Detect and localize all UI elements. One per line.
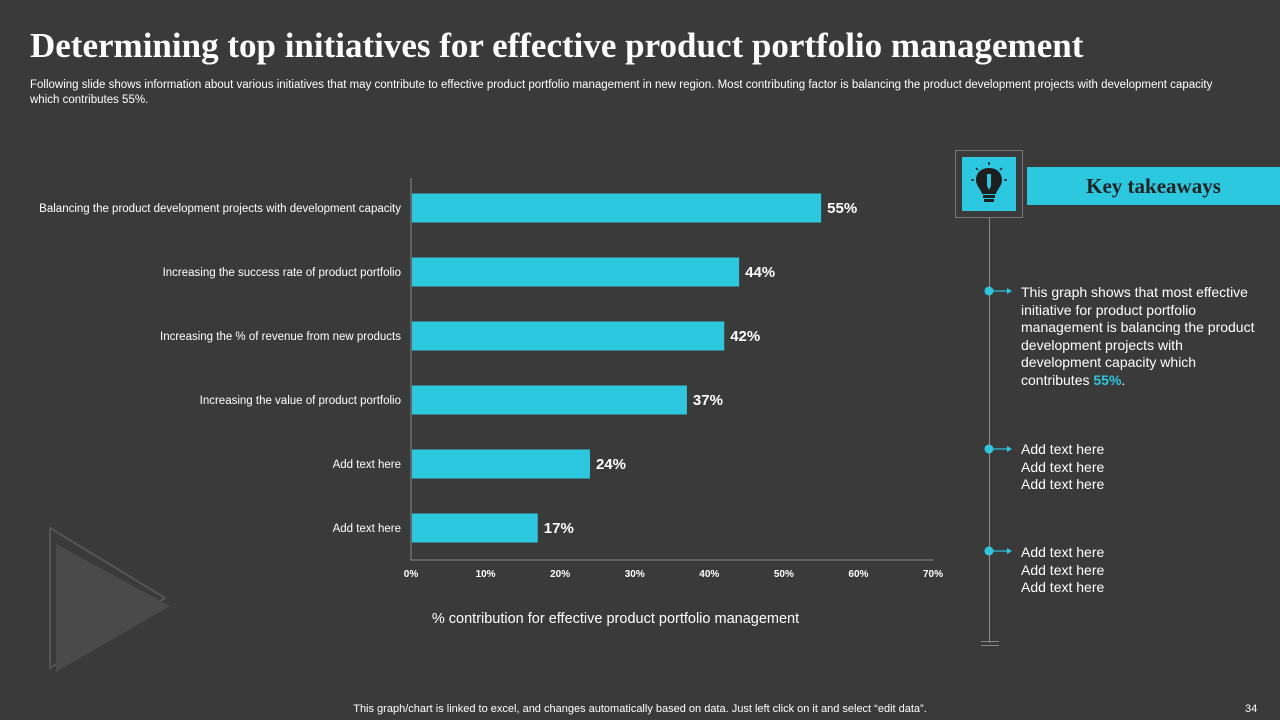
timeline-line [989, 218, 990, 643]
x-tick-label: 40% [699, 569, 719, 580]
takeaway-text-2: Add text here Add text here Add text her… [1021, 441, 1256, 494]
footer-note: This graph/chart is linked to excel, and… [353, 703, 927, 715]
x-tick-label: 60% [848, 569, 868, 580]
data-label: 42% [730, 328, 760, 345]
bar [412, 257, 740, 287]
takeaway-highlight-value: 55% [1093, 371, 1122, 388]
takeaway-line: Add text here [1021, 579, 1105, 595]
x-tick-label: 0% [404, 569, 419, 580]
takeaway-line: Add text here [1021, 441, 1105, 457]
data-label: 17% [544, 520, 574, 537]
bar-chart: Balancing the product development projec… [39, 178, 943, 627]
bar [412, 449, 590, 479]
bar [412, 193, 822, 223]
bullet-arrow-icon [984, 546, 1012, 556]
bar [412, 513, 538, 543]
takeaway-text-1: This graph shows that most effective ini… [1021, 284, 1256, 389]
bar [412, 385, 687, 415]
category-label: Add text here [333, 459, 401, 471]
decorative-play-triangle-icon [49, 526, 170, 672]
takeaway-line: Add text here [1021, 561, 1105, 578]
data-label: 55% [827, 200, 857, 217]
data-label: 44% [745, 264, 775, 281]
x-tick-label: 50% [774, 569, 794, 580]
key-takeaways-heading: Key takeaways [1027, 167, 1280, 205]
bullet-arrow-icon [984, 286, 1012, 296]
timeline-end-mark [981, 645, 999, 646]
x-tick-label: 30% [625, 569, 645, 580]
x-axis-title: % contribution for effective product por… [432, 611, 799, 627]
category-label: Add text here [333, 523, 401, 535]
page-number: 34 [1245, 703, 1258, 715]
takeaway-icon-box [955, 150, 1023, 218]
takeaway-line: Add text here [1021, 544, 1105, 560]
x-tick-label: 70% [923, 569, 943, 580]
category-label: Balancing the product development projec… [39, 203, 401, 215]
bullet-arrow-icon [984, 444, 1012, 454]
slide-subtitle: Following slide shows information about … [30, 79, 1213, 106]
takeaway-line: Add text here [1021, 476, 1105, 492]
slide-title: Determining top initiatives for effectiv… [30, 26, 1084, 65]
x-tick-label: 20% [550, 569, 570, 580]
category-label: Increasing the success rate of product p… [163, 267, 401, 279]
takeaway-text-1-end: . [1121, 371, 1126, 388]
takeaway-line: Add text here [1021, 458, 1105, 475]
x-tick-label: 10% [476, 569, 496, 580]
timeline-end-mark [981, 641, 999, 642]
category-label: Increasing the value of product portfoli… [200, 395, 401, 407]
takeaway-text-3: Add text here Add text here Add text her… [1021, 544, 1256, 597]
lightbulb-pencil-icon [971, 162, 1007, 202]
data-label: 37% [693, 392, 723, 409]
category-label: Increasing the % of revenue from new pro… [160, 331, 401, 343]
takeaway-text-1-body: This graph shows that most effective ini… [1021, 284, 1255, 388]
bar [412, 321, 725, 351]
data-label: 24% [596, 456, 626, 473]
